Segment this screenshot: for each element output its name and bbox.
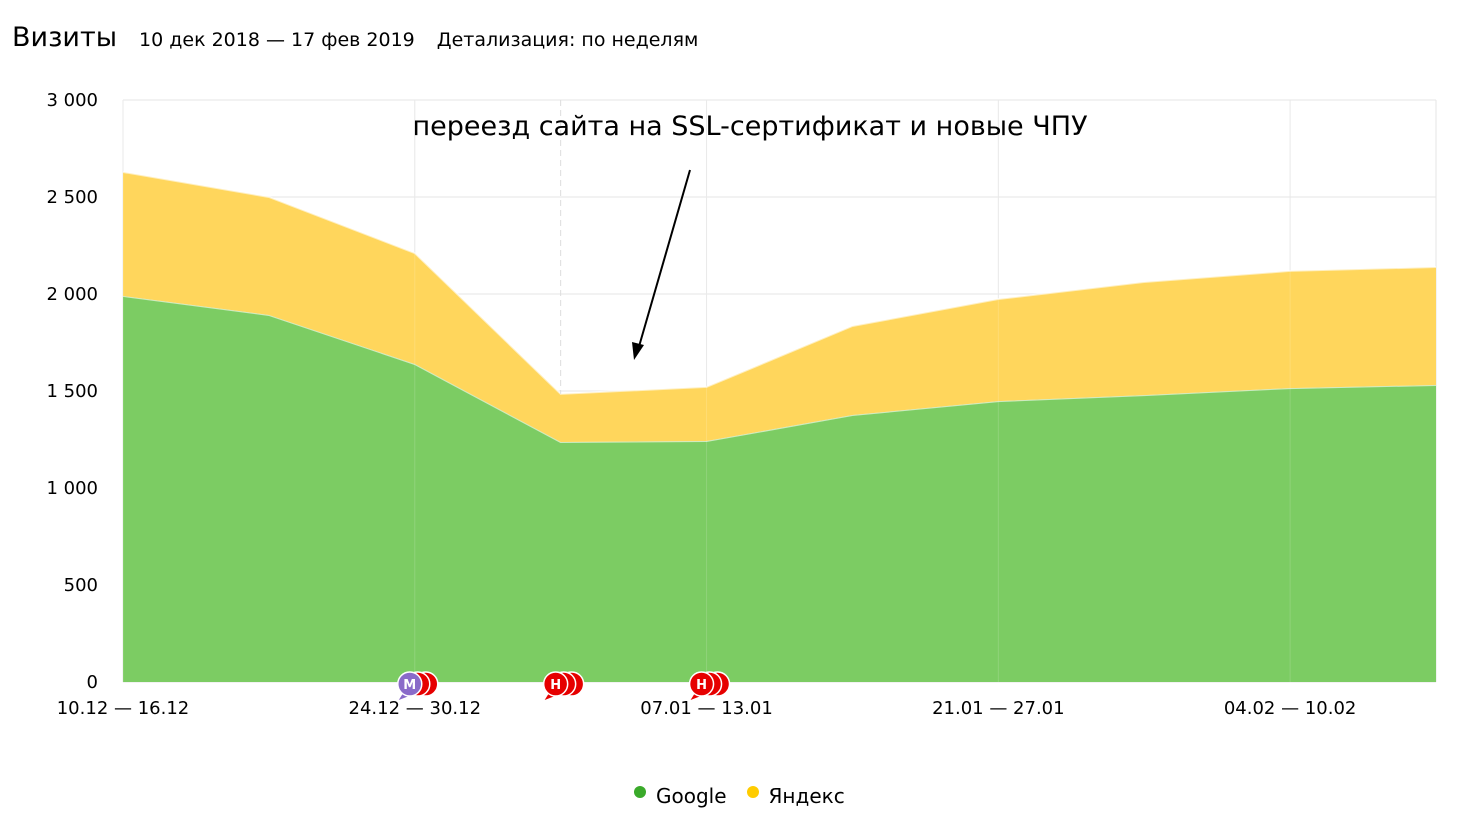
y-tick-label: 500 — [64, 575, 98, 596]
legend-dot — [634, 786, 646, 798]
annotation-text: переезд сайта на SSL-сертификат и новые … — [412, 111, 1087, 142]
comment-marker-icon[interactable] — [688, 671, 715, 697]
y-tick-label: 2 500 — [46, 187, 98, 208]
legend-label: Яндекс — [768, 784, 845, 808]
marker-label: Н — [696, 678, 707, 693]
marker-label: Н — [550, 678, 561, 693]
series-line — [122, 170, 1437, 395]
y-tick-label: 1 000 — [46, 478, 98, 499]
y-tick-label: 0 — [87, 672, 98, 693]
y-tick-label: 3 000 — [46, 90, 98, 111]
chart-header: Визиты 10 дек 2018 — 17 фев 2019 Детализ… — [12, 22, 698, 53]
x-tick-label: 07.01 — 13.01 — [640, 698, 773, 719]
legend-item-google[interactable]: Google — [634, 784, 727, 808]
area-google — [123, 295, 1436, 682]
page-title: Визиты — [12, 22, 118, 53]
arrow-head-icon — [632, 342, 644, 360]
annotation-arrow — [637, 169, 691, 351]
y-tick-label: 1 500 — [46, 381, 98, 402]
x-tick-label: 10.12 — 16.12 — [57, 698, 190, 719]
comment-marker-icon[interactable] — [542, 671, 569, 697]
legend-dot — [746, 786, 759, 798]
period-label[interactable]: 10 дек 2018 — 17 фев 2019 — [139, 29, 415, 51]
area-яндекс — [123, 171, 1436, 443]
x-tick-label: 21.01 — 27.01 — [932, 698, 1065, 719]
legend-label: Google — [656, 784, 727, 808]
y-tick-label: 2 000 — [46, 284, 98, 305]
x-tick-label: 04.02 — 10.02 — [1224, 698, 1357, 719]
legend-item-yandex[interactable]: Яндекс — [746, 784, 845, 808]
detail-label[interactable]: Детализация: по неделям — [436, 29, 699, 51]
legend: Google Яндекс — [634, 784, 845, 808]
x-tick-label: 24.12 — 30.12 — [349, 698, 482, 719]
comment-marker-icon[interactable] — [397, 671, 423, 697]
marker-label: М — [403, 678, 416, 693]
